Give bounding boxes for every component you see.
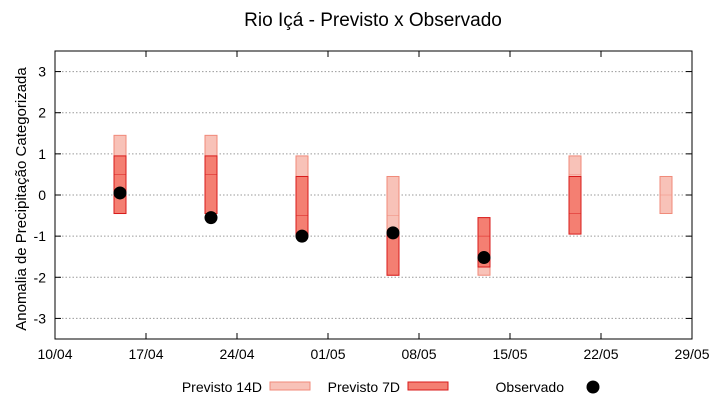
observado-point [386, 226, 400, 240]
legend-marker-observado [586, 380, 600, 394]
series-previsto-7d [113, 155, 582, 276]
y-tick-label: 2 [38, 105, 46, 121]
y-tick-label: -1 [34, 228, 47, 244]
x-tick-label: 29/05 [674, 346, 709, 362]
previsto-7d-bar [204, 155, 218, 215]
legend-label-previsto-7d: Previsto 7D [328, 379, 400, 395]
y-tick-label: 3 [38, 64, 46, 80]
y-tick-label: 0 [38, 187, 46, 203]
grid-lines [55, 71, 692, 319]
x-tick-label: 01/05 [310, 346, 345, 362]
x-tick-label: 08/05 [401, 346, 436, 362]
y-tick-label: -3 [34, 310, 47, 326]
y-tick-label: -2 [34, 269, 47, 285]
legend-swatch-previsto-7d [407, 381, 449, 391]
previsto-7d-bar [386, 233, 400, 276]
legend-label-previsto-14d: Previsto 14D [182, 379, 262, 395]
x-tick-label: 22/05 [583, 346, 618, 362]
y-tick-label: 1 [38, 146, 46, 162]
x-tick-label: 24/04 [219, 346, 254, 362]
previsto-7d-bar [295, 175, 309, 237]
observado-point [113, 186, 127, 200]
y-tick-labels: -3 -2 -1 0 1 2 3 [34, 64, 692, 326]
observado-point [204, 211, 218, 225]
x-tick-label: 10/04 [37, 346, 72, 362]
x-tick-label: 15/05 [492, 346, 527, 362]
observado-point [477, 251, 491, 265]
legend-label-observado: Observado [496, 379, 565, 395]
previsto-7d-bar [113, 155, 127, 215]
previsto-7d-bar [568, 175, 582, 235]
observado-point [295, 229, 309, 243]
legend: Previsto 14D Previsto 7D Observado [182, 379, 600, 395]
y-axis-label: Anomalia de Precipitação Categorizada [13, 67, 30, 331]
legend-swatch-previsto-14d [269, 381, 311, 391]
chart-title: Rio Içá - Previsto x Observado [244, 10, 502, 31]
x-tick-labels: 10/04 17/04 24/04 01/05 08/05 15/05 22/05 29/05 [37, 51, 710, 362]
x-tick-label: 17/04 [128, 346, 163, 362]
series-observado [113, 186, 491, 265]
